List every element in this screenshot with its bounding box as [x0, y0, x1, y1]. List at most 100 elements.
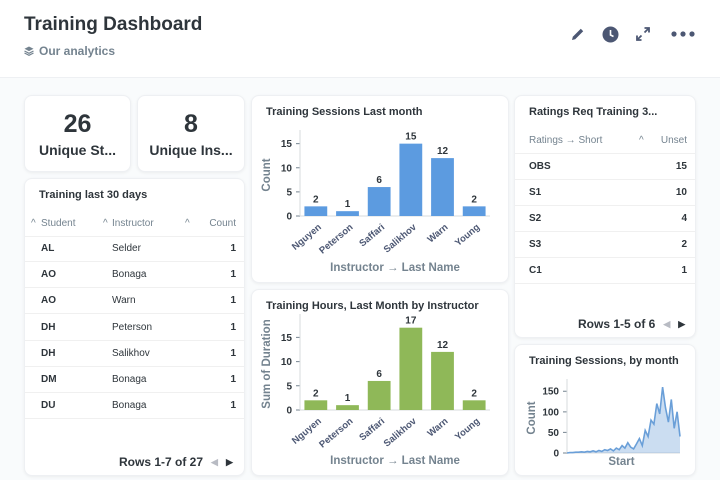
bar [336, 211, 359, 216]
cell-instructor: Peterson [112, 321, 153, 333]
cell-unset: 15 [675, 161, 687, 172]
layers-icon [24, 46, 34, 56]
y-tick-label: 150 [542, 387, 559, 398]
cell-student: AO [41, 269, 56, 281]
clock-icon[interactable] [600, 24, 620, 44]
bar [304, 206, 328, 216]
y-axis-label: Count [261, 158, 273, 191]
collection-name: Our analytics [39, 44, 116, 58]
card-title: Ratings Req Training 3... [529, 106, 658, 118]
cell-count: 1 [230, 347, 236, 359]
cell-student: DU [41, 400, 56, 412]
prev-page-icon[interactable]: ◀ [211, 456, 218, 467]
scalar-value: 8 [184, 110, 198, 138]
column-header-student[interactable]: Student [41, 218, 76, 229]
cell-instructor: Bonaga [112, 374, 147, 385]
divider [25, 287, 244, 289]
collection-link[interactable]: Our analytics [24, 44, 115, 58]
cell-unset: 4 [681, 213, 687, 224]
sessions-bar-chart: 0510152Nguyen1Peterson6Saffari15Salikhov… [261, 130, 490, 274]
sessions-by-month-card[interactable]: Training Sessions, by month 0 50 100 150 Sta… [514, 344, 696, 476]
divider [515, 179, 695, 180]
bar [462, 400, 486, 410]
y-tick-label: 50 [548, 428, 560, 439]
scalar-label: Unique St... [39, 142, 116, 158]
y-tick-label: 0 [553, 449, 559, 460]
x-tick-label: Salikhov [382, 221, 420, 255]
cell-student: AL [41, 243, 55, 254]
y-tick-label: 10 [281, 163, 293, 174]
divider [25, 392, 244, 393]
pencil-icon[interactable] [568, 24, 588, 44]
scalar-value: 26 [63, 110, 92, 138]
bar [304, 400, 328, 410]
x-axis-label: Start [608, 456, 634, 468]
divider [25, 313, 244, 315]
cell-unset: 1 [681, 265, 687, 276]
next-page-icon[interactable]: ▶ [678, 318, 686, 329]
cell-rating: C1 [529, 265, 542, 276]
bar [336, 405, 359, 410]
column-header-unset[interactable]: Unset [660, 135, 687, 146]
hours-by-instructor-card[interactable]: Training Hours, Last Month by Instructor… [251, 289, 509, 476]
divider [515, 231, 695, 232]
y-tick-label: 15 [281, 333, 293, 344]
y-tick-label: 5 [286, 381, 292, 392]
training-30-days-card: Training last 30 days ^ Student ^ Instru… [24, 178, 245, 476]
data-label: 2 [313, 194, 319, 205]
x-tick-label: Young [453, 416, 482, 443]
expand-icon[interactable] [633, 24, 653, 44]
cell-rating: S1 [529, 187, 542, 198]
sort-icon[interactable]: ^ [639, 135, 644, 146]
unique-students-card[interactable]: 26 Unique St... [24, 95, 131, 172]
prev-page-icon[interactable]: ◀ [663, 318, 671, 329]
cell-count: 1 [230, 321, 236, 333]
unique-instructors-card[interactable]: 8 Unique Ins... [137, 95, 245, 172]
column-header-count[interactable]: Count [209, 218, 236, 229]
divider [515, 283, 695, 284]
chart-title: Training Hours, Last Month by Instructor [266, 300, 479, 312]
more-icon[interactable] [670, 24, 696, 44]
bar [367, 380, 391, 410]
sessions-area-chart: 0 50 100 150 Start Count [526, 379, 681, 468]
y-tick-label: 0 [286, 406, 292, 417]
data-label: 12 [437, 146, 449, 157]
cell-student: DH [41, 321, 56, 333]
x-tick-label: Peterson [317, 222, 355, 257]
divider [25, 261, 244, 262]
sort-icon[interactable]: ^ [185, 218, 190, 229]
area-fill [567, 387, 680, 453]
data-label: 2 [471, 194, 477, 205]
cell-student: DM [41, 374, 57, 385]
next-page-icon[interactable]: ▶ [225, 456, 233, 467]
series-line [566, 386, 681, 454]
cell-instructor: Selder [112, 243, 141, 254]
sort-icon[interactable]: ^ [103, 218, 108, 229]
cell-count: 1 [230, 295, 236, 307]
bar [431, 158, 454, 216]
y-tick-label: 5 [286, 187, 292, 198]
cell-unset: 10 [675, 187, 687, 198]
data-label: 2 [471, 388, 477, 399]
x-tick-label: Warn [425, 222, 450, 246]
bar [399, 143, 423, 216]
divider [25, 418, 244, 420]
scalar-label: Unique Ins... [149, 142, 233, 158]
y-axis-label: Count [526, 401, 538, 434]
ratings-card: Ratings Req Training 3... Ratings → Shor… [514, 95, 696, 338]
card-title: Training last 30 days [39, 189, 148, 201]
chart-title: Training Sessions Last month [266, 106, 423, 118]
bar [431, 351, 454, 410]
bar [399, 327, 423, 410]
sessions-last-month-card[interactable]: Training Sessions Last month 0 5 10 15 2 Nguy… [251, 95, 509, 283]
dashboard-header: Training Dashboard Our analytics [0, 0, 720, 78]
column-header-instructor[interactable]: Instructor [112, 218, 154, 229]
sort-icon[interactable]: ^ [31, 218, 36, 229]
column-header-ratings[interactable]: Ratings → Short [529, 135, 603, 146]
cell-count: 1 [230, 374, 236, 385]
cell-count: 1 [230, 243, 236, 254]
y-tick-label: 100 [542, 407, 559, 418]
pagination: Rows 1-7 of 27 ◀ ▶ [119, 455, 233, 469]
divider [25, 236, 244, 237]
pagination-label: Rows 1-7 of 27 [119, 455, 204, 469]
